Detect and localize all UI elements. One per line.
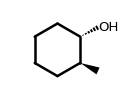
Text: OH: OH <box>98 21 119 34</box>
Polygon shape <box>80 63 100 74</box>
